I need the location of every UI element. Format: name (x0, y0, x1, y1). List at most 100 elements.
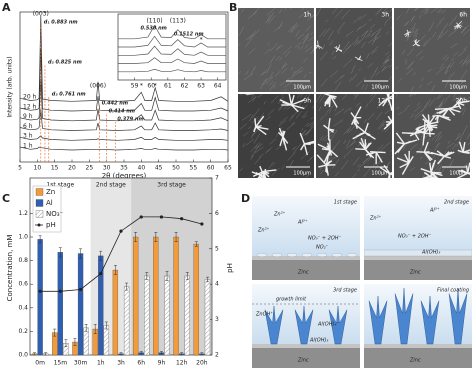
panel-letter: B (229, 1, 237, 14)
d-spacing-label: 0.538 nm (141, 26, 167, 32)
diagram-label: Al(OH)₃ (421, 250, 440, 256)
scale-label: 100μm (371, 171, 389, 177)
stage-band (131, 178, 212, 355)
y-tick-label: 0.4 (18, 304, 28, 311)
sem-crystal (248, 93, 254, 94)
peak-label: (003) (33, 11, 49, 18)
d-spacing-label: d₂ 0.825 nm (48, 60, 82, 66)
bar (58, 252, 63, 355)
peak-label: (113) (170, 18, 186, 25)
bar (133, 237, 138, 355)
scale-label: 100μm (293, 171, 311, 177)
diagram-label: Zn²⁺ (273, 212, 286, 218)
sem-crystal (402, 133, 415, 134)
panel-letter: D (241, 192, 250, 205)
sem-crystal (264, 177, 265, 188)
x-tick-label: 9h (158, 360, 166, 367)
legend-label: Al (46, 199, 53, 207)
sem-crystal (432, 116, 438, 117)
bar-hatch (144, 276, 149, 355)
diagram-label: Al³⁺ (429, 208, 440, 214)
x-tick-label: 64 (214, 83, 222, 90)
x-tick-label: 1h (97, 360, 105, 367)
stage-title: 3rd stage (333, 288, 357, 294)
sem-texture (470, 37, 474, 43)
x-tick-label: 65 (224, 165, 232, 172)
legend-swatch (36, 200, 43, 207)
diagram-label: Zinc (409, 270, 421, 276)
amorphous-layer (364, 250, 472, 256)
coating-layer (252, 344, 360, 348)
diagram-label: NO₃⁻ + 2OH⁻ (398, 234, 432, 240)
d-spacing-label: 0.442 nm (102, 101, 128, 107)
diagram-label: Zinc (297, 270, 309, 276)
x-tick-label: 25 (86, 165, 94, 172)
stage-label: 2nd stage (96, 182, 126, 189)
sem-time-label: 6h (459, 12, 467, 19)
legend-swatch (36, 189, 43, 196)
diagram-label: growth limit (276, 297, 307, 303)
legend-dot (38, 224, 41, 227)
sem-texture (324, 92, 326, 94)
scale-label: 100μm (449, 171, 467, 177)
y-axis-title: Intensity (arb. units) (7, 56, 14, 117)
x-tick-label: 20 (68, 165, 76, 172)
diagram-label: Al(OH)₃ (309, 338, 328, 344)
sem-time-label: 1h (303, 12, 311, 19)
diagram-label: NO₃⁻ + 2OH⁻ (308, 236, 342, 242)
deposit (257, 253, 267, 257)
legend-label: pH (46, 221, 56, 229)
deposit (272, 253, 282, 257)
ph-point (79, 288, 82, 291)
sem-crystal (355, 149, 365, 150)
panel-letter: A (2, 1, 11, 14)
d-spacing-label: 0.1512 nm (174, 32, 204, 38)
x-tick-label: 40 (138, 165, 146, 172)
scale-label: 100μm (293, 85, 311, 91)
y-tick-label: 0.2 (18, 328, 28, 335)
y2-tick-label: 4 (215, 281, 219, 288)
ph-point (99, 272, 102, 275)
deposit (317, 253, 327, 257)
sem-crystal (468, 172, 474, 173)
scale-label: 100μm (371, 85, 389, 91)
sem-crystal (416, 152, 424, 153)
diagram-label: Zn²⁺ (257, 228, 270, 234)
sem-crystal (241, 92, 248, 94)
x-tick-label: 15m (54, 360, 68, 367)
y2-tick-label: 3 (215, 316, 219, 323)
deposit (302, 253, 312, 257)
diagram-label: Al(OH)₄⁻ (317, 322, 339, 328)
deposit (287, 253, 297, 257)
coating-layer (364, 256, 472, 260)
d-spacing-label: 0.414 nm (109, 109, 135, 115)
bar-hatch (165, 276, 170, 355)
y-tick-label: 1.2 (18, 210, 28, 217)
d-spacing-label: d₃ 0.761 nm (52, 92, 86, 98)
curve-label: 3 h (23, 133, 33, 140)
bar-hatch (185, 276, 190, 355)
y2-tick-label: 7 (215, 175, 219, 182)
sem-crystal (255, 118, 256, 126)
x-tick-label: 55 (190, 165, 198, 172)
y-tick-label: 0.6 (18, 281, 28, 288)
sem-texture (277, 1, 283, 8)
x-tick-label: 0m (35, 360, 45, 367)
stage-label: 3rd stage (157, 182, 186, 189)
y2-tick-label: 6 (215, 210, 219, 217)
x-tick-label: 5 (18, 165, 22, 172)
x-tick-label: 30 (103, 165, 111, 172)
stage-title: 2nd stage (444, 200, 469, 206)
peak-label: * (200, 37, 203, 44)
scale-label: 100μm (449, 85, 467, 91)
x-tick-label: 12h (176, 360, 188, 367)
x-tick-label: 45 (155, 165, 163, 172)
diagram-label: Al³⁺ (297, 220, 308, 226)
